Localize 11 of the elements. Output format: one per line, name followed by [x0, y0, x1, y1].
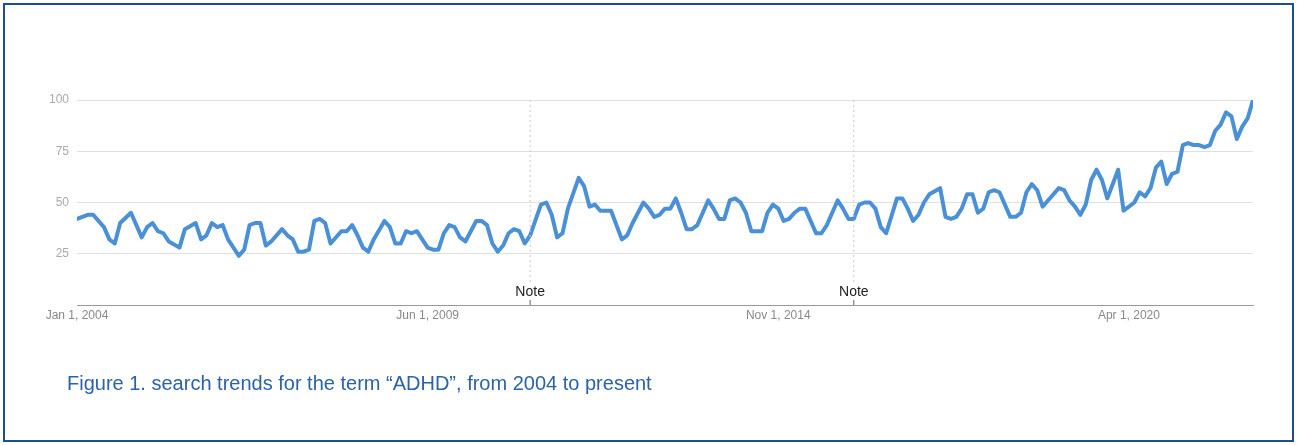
x-tick-label: Nov 1, 2014 [745, 307, 811, 322]
x-tick-label: Jun 1, 2009 [396, 307, 460, 322]
ref-line-label: Note [839, 282, 869, 299]
x-tick-label: Apr 1, 2020 [1097, 307, 1161, 322]
caption: Figure 1. search trends for the term “ADHD”, from 2004 to present [67, 372, 652, 395]
y-tick-label: 50 [55, 194, 70, 209]
ref-line-label: Note [515, 282, 546, 299]
y-tick-label: 25 [55, 246, 70, 261]
y-tick-label: 75 [55, 143, 70, 158]
x-tick-label: Jan 1, 2004 [45, 307, 109, 322]
y-tick-label: 100 [48, 92, 70, 107]
